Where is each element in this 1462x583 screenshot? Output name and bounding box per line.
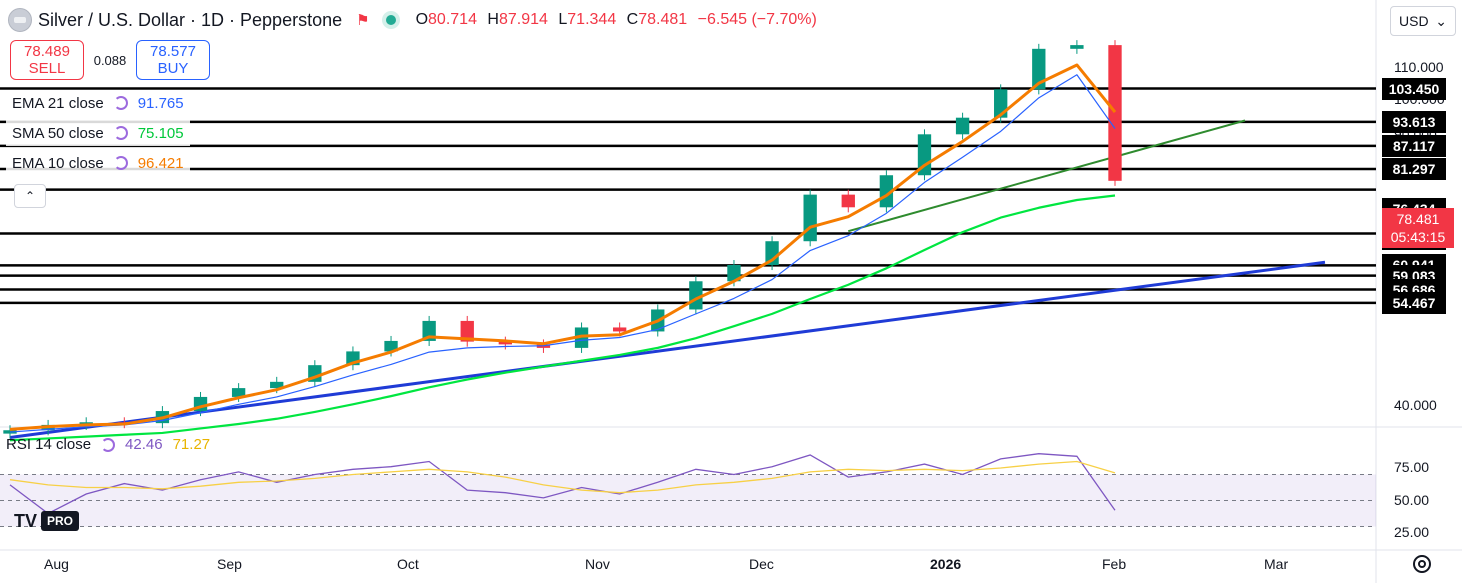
open-value: 80.714 <box>428 11 477 28</box>
silver-coin-icon <box>8 8 32 32</box>
price-axis-label: 40.000 <box>1394 397 1437 413</box>
ma-line-sma-50 <box>9 194 1116 442</box>
moving-averages <box>9 63 1117 442</box>
candle-body <box>1108 45 1122 181</box>
low-value: 71.344 <box>567 11 617 28</box>
buy-price: 78.577 <box>150 43 196 60</box>
chart-header: Silver / U.S. Dollar · 1D · Pepperstone … <box>8 8 823 32</box>
candle-body <box>1032 48 1046 90</box>
rsi-ma-value: 71.27 <box>172 436 211 453</box>
tv-mark: TV <box>14 510 38 531</box>
time-axis-label: Nov <box>585 556 610 572</box>
candle-body <box>727 265 741 282</box>
ma-line-ema-21 <box>9 74 1116 433</box>
candle-body <box>270 381 284 389</box>
buy-label: BUY <box>157 60 189 77</box>
tradingview-logo[interactable]: TV PRO <box>14 510 80 532</box>
indicator-ema10[interactable]: EMA 10 close 96.421 <box>6 150 190 176</box>
indicator-name: SMA 50 close <box>12 124 104 142</box>
close-value: 78.481 <box>638 11 688 28</box>
sell-label: SELL <box>28 60 66 77</box>
candle-body <box>1070 45 1084 49</box>
rsi-axis-label: 75.00 <box>1394 459 1430 475</box>
currency-value: USD <box>1399 13 1429 29</box>
high-value: 87.914 <box>498 11 548 28</box>
time-axis-label: Mar <box>1264 556 1289 572</box>
indicator-name: EMA 21 close <box>12 94 104 112</box>
collapse-legend-button[interactable]: ⌃ <box>14 184 46 208</box>
rsi-axis-label: 25.00 <box>1394 524 1430 540</box>
trend-lines <box>9 119 1326 439</box>
change-value: −6.545 (−7.70%) <box>697 11 817 28</box>
refresh-icon[interactable] <box>113 156 128 170</box>
rsi-axis-label: 50.00 <box>1394 491 1430 508</box>
time-axis-label: Aug <box>44 556 69 572</box>
current-price-label: 78.481 05:43:15 <box>1382 208 1454 248</box>
sell-button[interactable]: 78.489 SELL <box>10 40 84 80</box>
indicator-sma50[interactable]: SMA 50 close 75.105 <box>6 120 190 146</box>
price-level-label: 54.467 <box>1382 291 1446 314</box>
candle-body <box>803 194 817 242</box>
rsi-lines <box>9 453 1116 515</box>
candle-body <box>498 341 513 345</box>
rsi-title: RSI 14 close <box>6 436 92 453</box>
flag-icon[interactable]: ⚑ <box>356 12 370 29</box>
indicator-value: 91.765 <box>137 94 184 112</box>
price-level-label: 103.450 <box>1382 77 1446 100</box>
candle-body <box>384 340 398 352</box>
time-axis-label: Dec <box>749 556 774 572</box>
price-level-label: 87.117 <box>1382 134 1446 157</box>
pro-badge: PRO <box>41 511 80 531</box>
symbol-title[interactable]: Silver / U.S. Dollar · 1D · Pepperstone <box>38 9 343 30</box>
time-axis-label: 2026 <box>930 556 962 572</box>
price-level-label: 93.613 <box>1382 110 1446 133</box>
candle-body <box>612 327 627 332</box>
candle-body <box>231 388 246 397</box>
indicator-ema21[interactable]: EMA 21 close 91.765 <box>6 90 190 116</box>
rsi-legend[interactable]: RSI 14 close 42.46 71.27 <box>6 436 210 453</box>
candle-body <box>955 117 970 135</box>
refresh-icon[interactable] <box>113 126 128 140</box>
bar-countdown: 05:43:15 <box>1390 229 1446 245</box>
chevron-down-icon: ⌄ <box>1435 12 1447 29</box>
price-level-label: 81.297 <box>1382 158 1446 181</box>
candle-body <box>879 175 894 208</box>
time-axis-label: Oct <box>397 556 419 572</box>
price-axis-label: 110.000 <box>1394 59 1444 75</box>
rsi-band <box>0 474 1376 527</box>
rsi-line <box>9 453 1116 515</box>
indicator-name: EMA 10 close <box>12 154 104 172</box>
refresh-icon[interactable] <box>101 437 116 452</box>
time-axis-label: Sep <box>217 556 242 572</box>
candles <box>3 40 1122 439</box>
currency-select[interactable]: USD ⌄ <box>1390 6 1456 36</box>
rsi-value: 42.46 <box>125 436 163 453</box>
candle-body <box>460 320 474 342</box>
horizontal-levels <box>0 87 1376 305</box>
refresh-icon[interactable] <box>113 96 128 110</box>
settings-gear-icon[interactable] <box>1413 555 1431 573</box>
ohlc-values: O80.714 H87.914 L71.344 C78.481 −6.545 (… <box>415 11 817 28</box>
time-axis-label: Feb <box>1102 556 1127 572</box>
current-price: 78.481 <box>1396 211 1440 227</box>
trade-panel: 78.489 SELL 0.088 78.577 BUY <box>10 40 210 80</box>
long-trend-line <box>9 260 1326 439</box>
sell-price: 78.489 <box>24 43 70 60</box>
candle-body <box>841 194 855 208</box>
market-open-icon <box>385 15 396 25</box>
indicator-value: 96.421 <box>137 154 184 172</box>
rsi-ma-line <box>9 460 1116 494</box>
spread-value: 0.088 <box>93 52 127 68</box>
ma-line-ema-10 <box>9 63 1117 431</box>
indicator-value: 75.105 <box>137 124 184 142</box>
short-trend-line <box>848 119 1246 233</box>
buy-button[interactable]: 78.577 BUY <box>136 40 210 80</box>
